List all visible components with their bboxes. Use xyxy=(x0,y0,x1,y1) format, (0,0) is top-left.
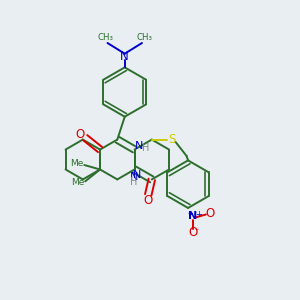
Text: H: H xyxy=(142,143,149,153)
Text: O: O xyxy=(188,226,197,239)
Text: O: O xyxy=(205,207,214,220)
Text: N: N xyxy=(135,141,143,151)
Text: O: O xyxy=(144,194,153,207)
Text: CH₃: CH₃ xyxy=(97,33,113,42)
Text: CH₃: CH₃ xyxy=(136,33,152,42)
Text: +: + xyxy=(195,210,202,219)
Text: N: N xyxy=(133,170,142,180)
Text: ⁻: ⁻ xyxy=(195,226,199,236)
Text: O: O xyxy=(75,128,85,141)
Text: N: N xyxy=(188,211,197,221)
Text: N: N xyxy=(130,172,138,182)
Text: Me: Me xyxy=(70,159,84,168)
Text: N: N xyxy=(120,50,129,63)
Text: S: S xyxy=(168,133,176,146)
Text: H: H xyxy=(130,177,138,187)
Text: Me: Me xyxy=(71,178,85,187)
